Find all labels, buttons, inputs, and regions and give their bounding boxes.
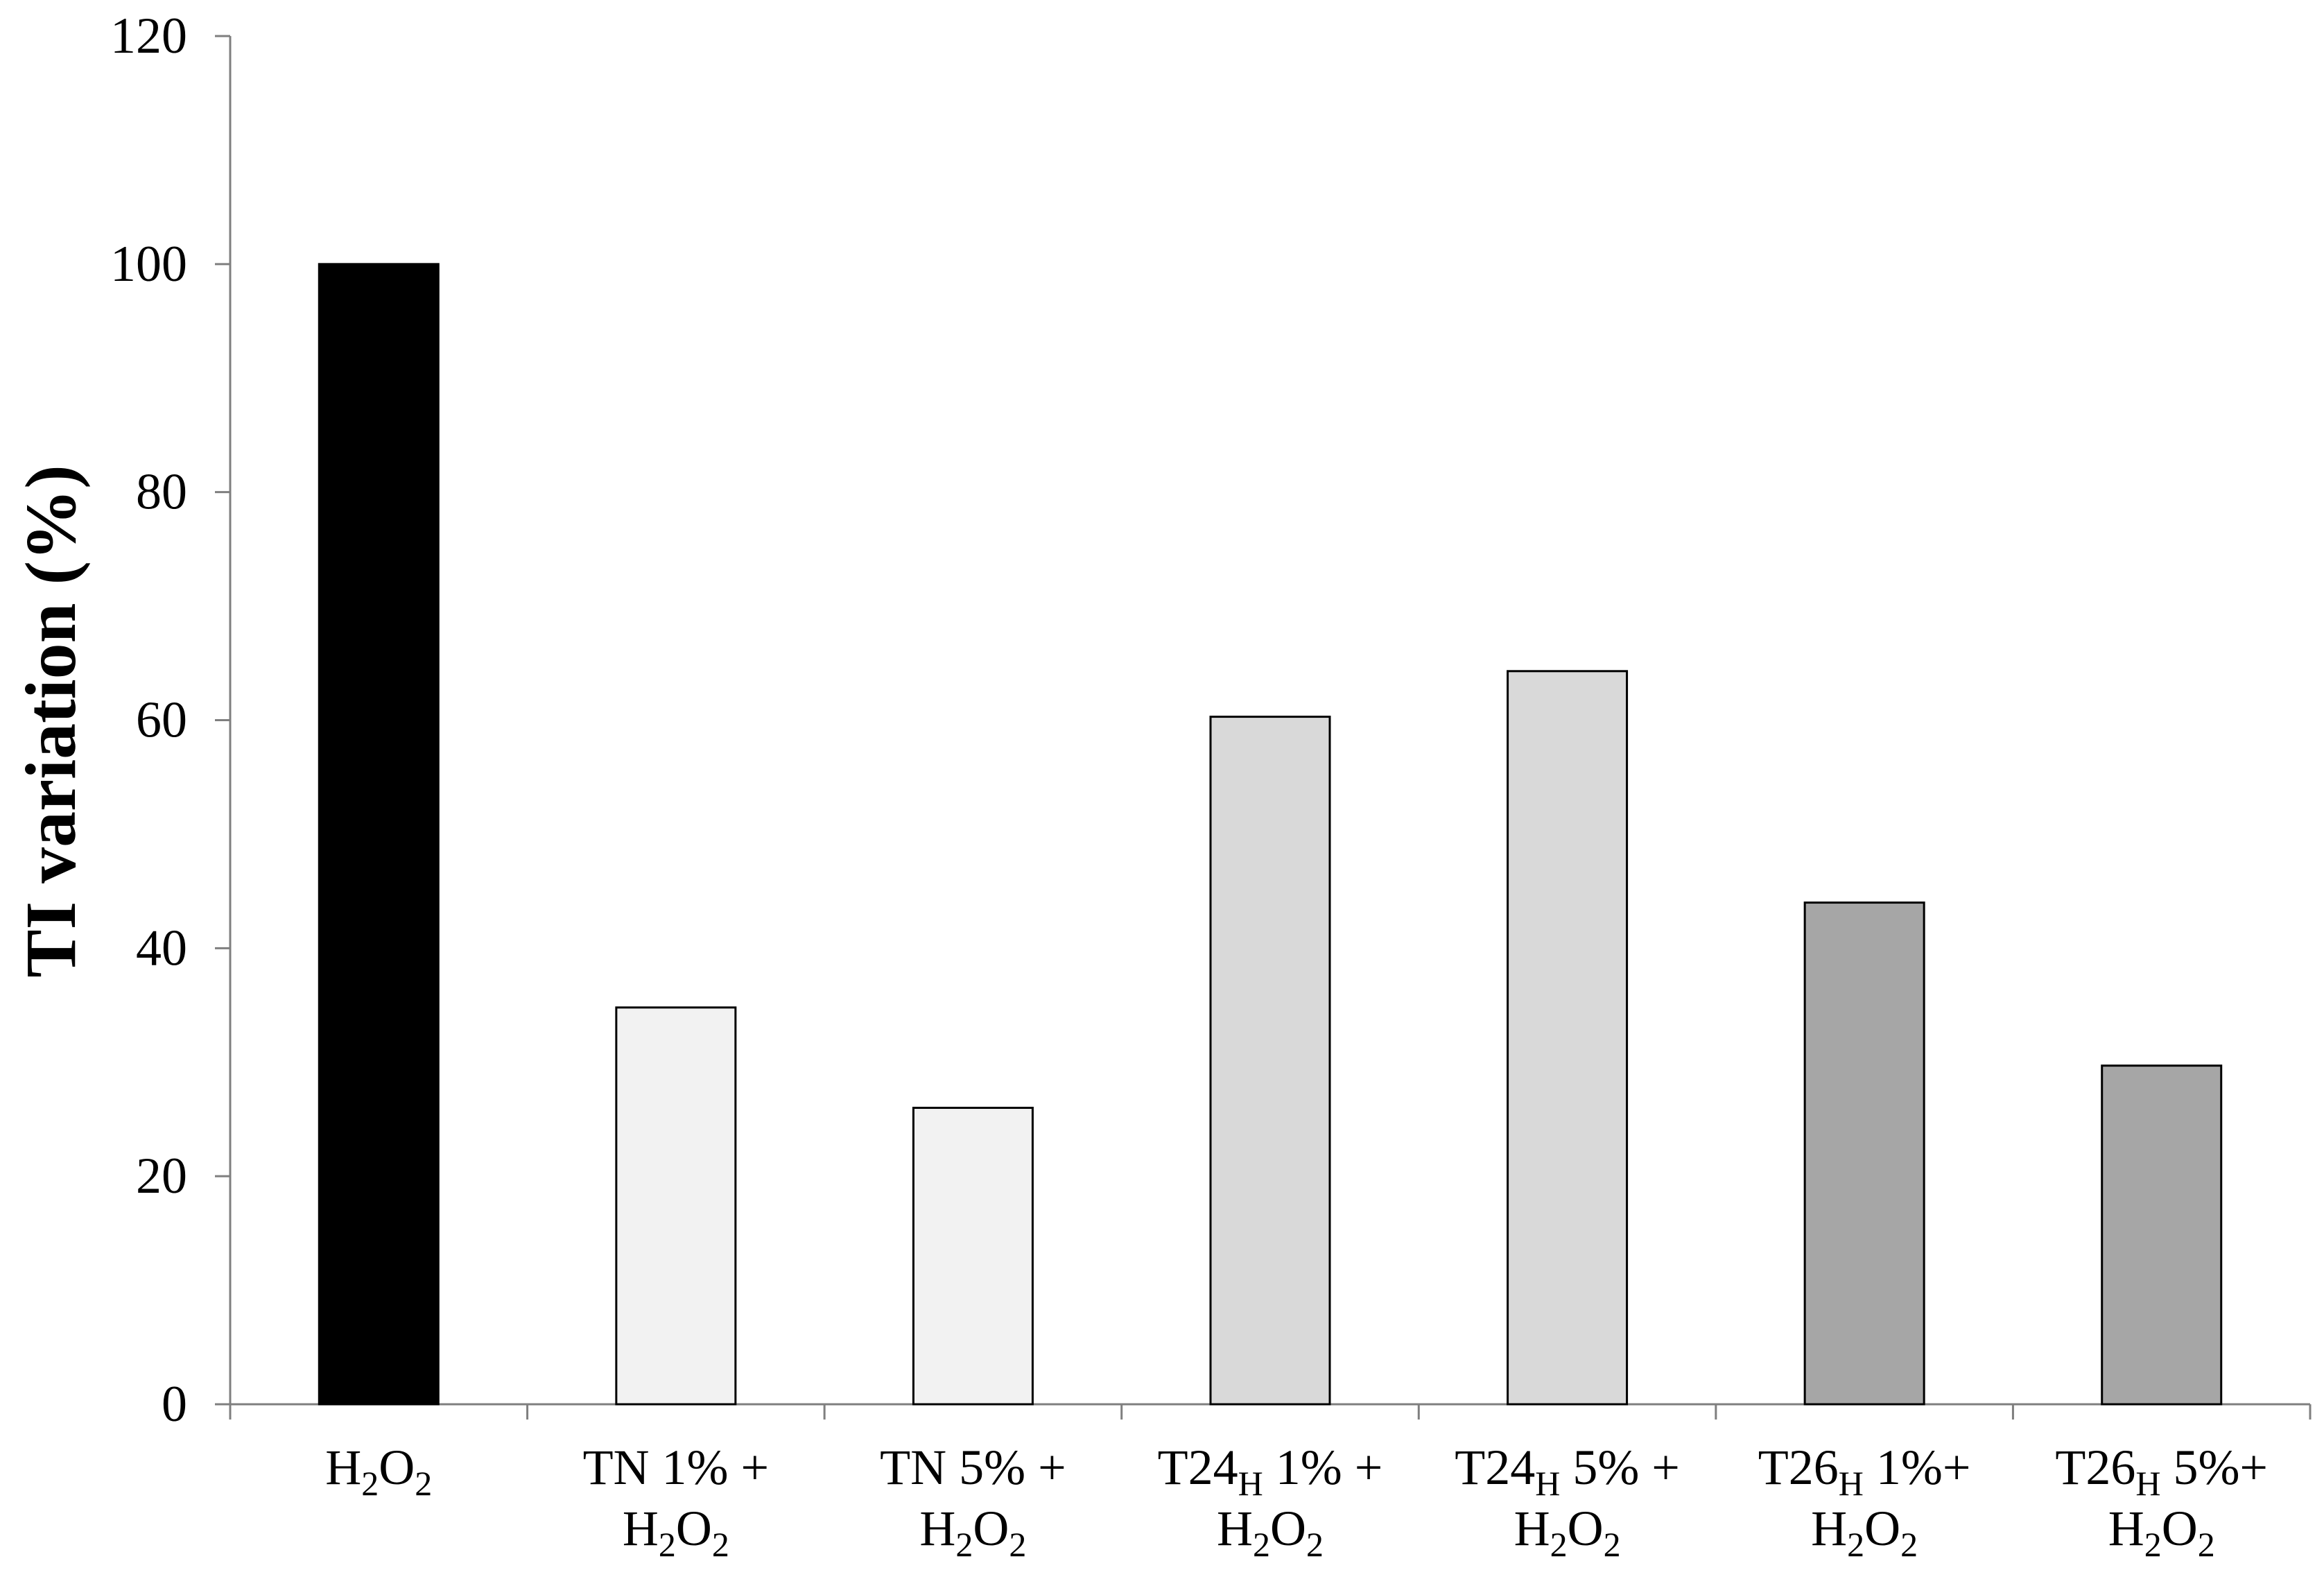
category-label-subscript: 2 xyxy=(1900,1525,1918,1564)
category-label-text: 1%+ xyxy=(1864,1440,1971,1495)
category-label-text: H xyxy=(1217,1501,1253,1556)
y-tick-label: 20 xyxy=(136,1148,187,1205)
category-label-text: O xyxy=(1864,1501,1900,1556)
category-label: H2O2 xyxy=(2108,1501,2215,1564)
category-label-text: H xyxy=(1514,1501,1550,1556)
category-label: H2O2 xyxy=(623,1501,729,1564)
category-label-subscript: 2 xyxy=(1550,1525,1568,1564)
category-label: H2O2 xyxy=(1514,1501,1621,1564)
bar-h2o2 xyxy=(318,263,440,1406)
bar-tn5 xyxy=(912,1107,1034,1406)
bar-t26h1 xyxy=(1803,902,1925,1406)
y-tick-label: 0 xyxy=(162,1376,187,1433)
category-label: T26H 5%+ xyxy=(2055,1440,2268,1503)
category-label: H2O2 xyxy=(919,1501,1026,1564)
category-label-text: T24 xyxy=(1455,1440,1535,1495)
y-tick-label: 100 xyxy=(110,236,187,293)
category-label-subscript: 2 xyxy=(361,1464,379,1503)
category-label-text: O xyxy=(973,1501,1009,1556)
category-label-text: O xyxy=(1270,1501,1306,1556)
category-label-text: H xyxy=(623,1501,659,1556)
category-label: T26H 1%+ xyxy=(1758,1440,1971,1503)
category-label-text: T26 xyxy=(2055,1440,2135,1495)
category-label: H2O2 xyxy=(325,1440,432,1503)
x-axis xyxy=(229,1403,2312,1420)
category-label-subscript: H xyxy=(1535,1464,1560,1503)
category-label-text: H xyxy=(2108,1501,2144,1556)
category-label-subscript: H xyxy=(2135,1464,2160,1503)
bar-t26h5 xyxy=(2101,1064,2223,1406)
category-label-text: O xyxy=(1568,1501,1604,1556)
category-label-subscript: H xyxy=(1238,1464,1263,1503)
y-tick-label: 120 xyxy=(110,8,187,64)
category-label-text: 5%+ xyxy=(2160,1440,2268,1495)
category-label-text: T24 xyxy=(1158,1440,1238,1495)
category-label-subscript: 2 xyxy=(712,1525,729,1564)
category-label-text: TN 5% + xyxy=(880,1440,1066,1495)
y-axis: 0 20 40 60 80 100 120 xyxy=(110,8,232,1433)
category-label: T24H 5% + xyxy=(1455,1440,1680,1503)
category-label-subscript: 2 xyxy=(955,1525,973,1564)
category-label: TN 1% + xyxy=(583,1440,770,1495)
bars xyxy=(318,263,2223,1406)
category-label-subscript: 2 xyxy=(1604,1525,1621,1564)
bar-tn1 xyxy=(615,1006,737,1406)
category-label-subscript: 2 xyxy=(1847,1525,1864,1564)
category-label-text: H xyxy=(1811,1501,1847,1556)
bar-t24h1 xyxy=(1209,716,1331,1406)
category-label-text: TN 1% + xyxy=(583,1440,770,1495)
category-label-subscript: H xyxy=(1839,1464,1864,1503)
category-label-text: O xyxy=(676,1501,712,1556)
category-label-subscript: 2 xyxy=(659,1525,676,1564)
category-label-text: O xyxy=(379,1440,415,1495)
category-label-subscript: 2 xyxy=(1253,1525,1270,1564)
category-label-text: T26 xyxy=(1758,1440,1839,1495)
category-label-subscript: 2 xyxy=(2144,1525,2162,1564)
category-label: H2O2 xyxy=(1811,1501,1918,1564)
category-label-subscript: 2 xyxy=(1306,1525,1324,1564)
category-label-text: O xyxy=(2162,1501,2198,1556)
category-label-text: 1% + xyxy=(1263,1440,1383,1495)
category-label-subscript: 2 xyxy=(2198,1525,2215,1564)
bar-t24h5 xyxy=(1507,670,1629,1406)
category-label-subscript: 2 xyxy=(1009,1525,1026,1564)
category-label-text: 5% + xyxy=(1560,1440,1680,1495)
y-axis-title: TI variation (%) xyxy=(11,465,91,978)
category-label: H2O2 xyxy=(1217,1501,1324,1564)
category-label-text: H xyxy=(325,1440,361,1495)
category-label-subscript: 2 xyxy=(415,1464,432,1503)
y-tick-label: 60 xyxy=(136,692,187,749)
category-label-text: H xyxy=(919,1501,955,1556)
y-tick-label: 80 xyxy=(136,464,187,521)
category-label: TN 5% + xyxy=(880,1440,1066,1495)
y-tick-label: 40 xyxy=(136,920,187,976)
category-label: T24H 1% + xyxy=(1158,1440,1383,1503)
